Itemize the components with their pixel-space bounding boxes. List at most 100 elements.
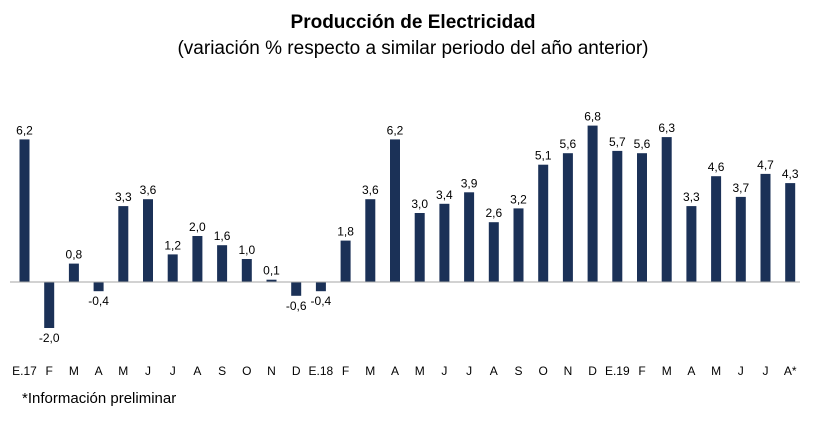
category-label-21: O — [539, 364, 548, 378]
bar-value-label-22: 5,6 — [560, 137, 577, 151]
bar-11 — [291, 282, 302, 296]
bar-24 — [612, 150, 623, 282]
bar-3 — [93, 282, 104, 292]
bar-value-label-8: 1,6 — [214, 229, 231, 243]
bar-value-label-0: 6,2 — [16, 123, 33, 137]
category-label-2: M — [69, 364, 79, 378]
bar-value-label-2: 0,8 — [66, 248, 83, 262]
bar-21 — [538, 164, 549, 282]
bar-12 — [315, 282, 326, 292]
category-label-16: M — [415, 364, 425, 378]
bar-value-label-28: 4,6 — [708, 160, 725, 174]
bar-25 — [637, 153, 647, 282]
bar-29 — [735, 196, 746, 282]
bar-value-label-29: 3,7 — [732, 181, 749, 195]
bar-17 — [439, 203, 450, 282]
category-label-22: N — [564, 364, 573, 378]
bar-value-label-15: 6,2 — [387, 123, 404, 137]
bar-value-label-1: -2,0 — [39, 331, 60, 345]
bar-22 — [562, 153, 573, 282]
category-label-25: F — [638, 364, 645, 378]
bar-31 — [785, 183, 796, 282]
bar-value-label-14: 3,6 — [362, 183, 379, 197]
bar-1 — [44, 282, 55, 328]
bar-value-label-12: -0,4 — [311, 294, 332, 308]
bar-value-label-30: 4,7 — [757, 158, 774, 172]
bar-value-label-23: 6,8 — [584, 110, 601, 124]
category-label-30: J — [763, 364, 769, 378]
bar-value-label-3: -0,4 — [88, 294, 109, 308]
category-label-18: J — [466, 364, 472, 378]
category-label-8: S — [218, 364, 226, 378]
chart-subtitle: (variación % respecto a similar periodo … — [177, 38, 649, 59]
category-label-9: O — [242, 364, 251, 378]
bar-value-label-10: 0,1 — [263, 264, 280, 278]
bar-value-label-18: 3,9 — [461, 176, 478, 190]
bar-7 — [192, 236, 203, 282]
bar-value-label-11: -0,6 — [286, 299, 307, 313]
category-label-11: D — [292, 364, 301, 378]
value-labels-layer: 6,2-2,00,8-0,43,3 3,61,22,01,61,00,1-0,6-… — [16, 110, 799, 345]
category-label-29: J — [738, 364, 744, 378]
category-label-24: E.19 — [605, 364, 630, 378]
category-label-14: M — [365, 364, 375, 378]
bar-value-label-5: 3,6 — [140, 183, 157, 197]
bar-30 — [760, 173, 771, 282]
bar-5 — [143, 199, 153, 282]
category-label-5: J — [145, 364, 151, 378]
bar-8 — [217, 245, 228, 282]
bar-value-label-17: 3,4 — [436, 188, 453, 202]
category-label-19: A — [490, 364, 498, 378]
bar-14 — [365, 199, 376, 282]
bar-19 — [488, 222, 499, 282]
bar-9 — [241, 259, 252, 282]
bar-10 — [266, 279, 277, 282]
bar-value-label-7: 2,0 — [189, 220, 206, 234]
category-label-12: E.18 — [309, 364, 334, 378]
bar-value-label-24: 5,7 — [609, 135, 626, 149]
bar-15 — [390, 139, 400, 282]
category-label-13: F — [342, 364, 349, 378]
category-label-1: F — [46, 364, 53, 378]
category-label-3: A — [95, 364, 103, 378]
bar-13 — [340, 240, 351, 282]
category-label-6: J — [170, 364, 176, 378]
bars-layer — [19, 125, 796, 328]
category-label-7: A — [193, 364, 201, 378]
bar-value-label-31: 4,3 — [782, 167, 799, 181]
bar-value-label-25: 5,6 — [634, 137, 651, 151]
chart-title: Producción de Electricidad — [290, 12, 536, 33]
bar-18 — [464, 192, 475, 282]
bar-value-label-4: 3,3 — [115, 190, 132, 204]
bar-20 — [513, 208, 524, 282]
bar-4 — [118, 206, 129, 282]
bar-6 — [167, 254, 178, 282]
bar-value-label-19: 2,6 — [485, 206, 502, 220]
category-label-10: N — [267, 364, 276, 378]
bar-28 — [711, 176, 722, 282]
bar-value-label-20: 3,2 — [510, 192, 527, 206]
category-label-4: M — [118, 364, 128, 378]
bar-value-label-9: 1,0 — [238, 243, 255, 257]
bar-16 — [414, 213, 425, 282]
category-label-17: J — [441, 364, 447, 378]
bar-23 — [587, 125, 598, 282]
category-label-28: M — [711, 364, 721, 378]
bar-26 — [661, 137, 672, 282]
chart-footnote: *Información preliminar — [22, 390, 177, 407]
category-label-20: S — [514, 364, 522, 378]
bar-2 — [68, 263, 79, 282]
bar-0 — [19, 139, 30, 282]
bar-value-label-6: 1,2 — [164, 238, 181, 252]
bar-value-label-21: 5,1 — [535, 149, 552, 163]
category-labels-layer: E.17 F M A M J J A S O N D E.18 F M A M J J A S O N D E.19 F M A M J J… — [12, 364, 797, 378]
category-label-27: A — [687, 364, 695, 378]
bar-value-label-16: 3,0 — [411, 197, 428, 211]
category-label-23: D — [588, 364, 597, 378]
category-label-15: A — [391, 364, 399, 378]
bar-value-label-13: 1,8 — [337, 225, 354, 239]
bar-27 — [686, 206, 697, 282]
bar-value-label-26: 6,3 — [658, 121, 675, 135]
category-label-0: E.17 — [12, 364, 37, 378]
